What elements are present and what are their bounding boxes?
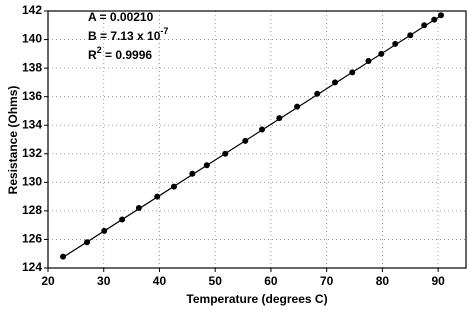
- data-point: [421, 22, 428, 29]
- y-tick-label: 136: [22, 89, 42, 103]
- annotation-sup: 2: [97, 45, 102, 55]
- data-point: [407, 32, 414, 39]
- y-tick-label: 132: [22, 146, 42, 160]
- annotation: A = 0.00210: [88, 10, 154, 24]
- y-tick-label: 124: [22, 260, 42, 274]
- y-tick-label: 138: [22, 60, 42, 74]
- data-point: [135, 205, 142, 212]
- data-point: [294, 103, 301, 110]
- annotation-sup: -7: [160, 26, 168, 36]
- data-point: [203, 162, 210, 169]
- annotation: R2 = 0.9996: [88, 45, 152, 62]
- data-point: [119, 216, 126, 223]
- data-point: [378, 50, 385, 57]
- data-point: [431, 16, 438, 23]
- annotation-text: = 0.9996: [102, 48, 153, 62]
- x-tick-label: 50: [209, 274, 223, 288]
- data-point: [276, 115, 283, 122]
- data-point: [332, 79, 339, 86]
- data-point: [60, 253, 67, 260]
- annotation: B = 7.13 x 10-7: [88, 26, 168, 43]
- data-point: [392, 40, 399, 47]
- data-point: [242, 137, 249, 144]
- y-tick-label: 142: [22, 3, 42, 17]
- y-axis-label: Resistance (Ohms): [6, 86, 20, 195]
- data-point: [365, 57, 372, 64]
- x-tick-label: 80: [376, 274, 390, 288]
- plot-frame: [47, 10, 467, 269]
- data-point: [259, 126, 266, 133]
- x-axis-label: Temperature (degrees C): [186, 292, 327, 306]
- x-tick-label: 60: [264, 274, 278, 288]
- annotation-text: B = 7.13 x 10: [88, 29, 161, 43]
- data-point: [314, 90, 321, 97]
- x-tick-label: 40: [153, 274, 167, 288]
- y-tick-label: 130: [22, 175, 42, 189]
- x-tick-label: 90: [431, 274, 445, 288]
- x-tick-label: 30: [97, 274, 111, 288]
- y-tick-label: 134: [22, 117, 42, 131]
- data-point: [222, 150, 229, 157]
- data-point: [189, 170, 196, 177]
- data-point: [154, 193, 161, 200]
- data-point: [170, 183, 177, 190]
- data-point: [349, 69, 356, 76]
- data-point: [101, 227, 108, 234]
- x-tick-label: 70: [320, 274, 334, 288]
- data-point: [437, 12, 444, 19]
- y-tick-label: 126: [22, 232, 42, 246]
- data-point: [84, 239, 91, 246]
- y-tick-label: 128: [22, 203, 42, 217]
- annotation-text: A = 0.00210: [88, 10, 154, 24]
- y-tick-label: 140: [22, 32, 42, 46]
- x-tick-label: 20: [41, 274, 55, 288]
- annotation-text: R: [88, 48, 97, 62]
